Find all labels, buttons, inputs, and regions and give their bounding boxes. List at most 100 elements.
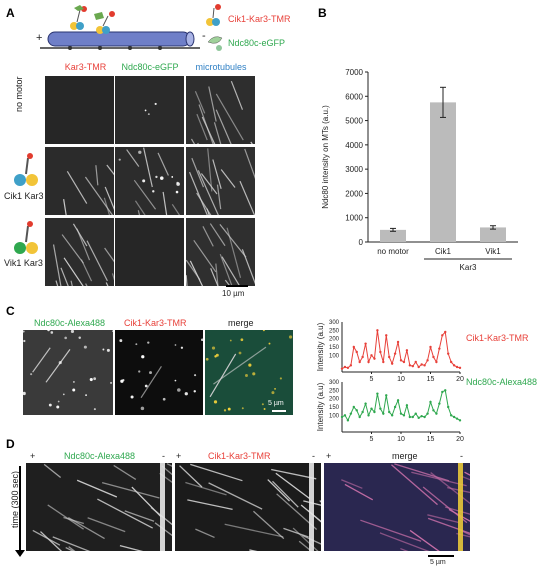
profile-point <box>340 415 344 419</box>
profile-point <box>390 362 394 365</box>
y-tick-label: 6000 <box>345 92 363 101</box>
profile-point <box>414 360 417 364</box>
panel-c-image-merge <box>205 330 293 415</box>
profile-point <box>402 360 406 364</box>
profile-y-label: Intensity (a.u) <box>316 322 325 371</box>
schematic-graphic <box>40 4 223 51</box>
profile-point <box>361 355 364 359</box>
panel-a-scale-bar <box>226 285 248 287</box>
profile-point <box>379 350 382 354</box>
profile-point <box>423 364 426 367</box>
profile-point <box>376 329 379 332</box>
profile-point <box>396 340 400 344</box>
profile-point <box>343 414 347 417</box>
time-arrow-head-icon <box>15 550 25 557</box>
panel-d-plus-2: + <box>176 451 182 461</box>
profile-x-tick-label: 5 <box>370 376 374 382</box>
profile-point <box>379 407 382 410</box>
plus-end-label: + <box>36 32 43 44</box>
legend-ndc-icon <box>207 36 223 51</box>
profile-point <box>388 410 391 414</box>
profile-point <box>411 364 414 368</box>
legend-motor-icon <box>206 4 221 26</box>
panel-b-bar-chart: 0 1000 2000 3000 4000 5000 6000 7000 Ndc80 inten… <box>321 68 518 272</box>
legend-motor-label: Cik1-Kar3-TMR <box>228 14 291 24</box>
profile-x-tick-label: 5 <box>370 436 374 442</box>
profile-point <box>458 366 462 370</box>
panel-d-plus-3: + <box>326 451 332 461</box>
profile-point <box>385 394 388 397</box>
profile-x-tick-label: 15 <box>427 436 435 442</box>
panel-a-image-r2-c1 <box>45 147 114 215</box>
motor-icon-1 <box>70 5 87 30</box>
profile-point <box>417 416 420 420</box>
category-label-1: Cik1 <box>435 247 452 256</box>
profile-point <box>346 366 350 370</box>
profile-point <box>432 409 435 412</box>
profile-point <box>441 334 444 337</box>
panel-a-image-r2-c2 <box>115 147 184 215</box>
panel-d-minus-1: - <box>162 451 165 461</box>
panel-d-kymograph-merge <box>324 463 470 551</box>
panel-letter-a: A <box>6 6 15 20</box>
profile-y-tick-label: 150 <box>329 345 340 351</box>
panel-a-column-2: Ndc80c-eGFP <box>121 62 179 72</box>
profile-point <box>367 414 370 417</box>
profile-x-tick-label: 10 <box>397 436 405 442</box>
motor-icon-2 <box>94 11 115 34</box>
profile-point <box>385 334 388 337</box>
panel-d-minus-2: - <box>312 451 315 461</box>
panel-d-column-1: Ndc80c-Alexa488 <box>64 451 136 461</box>
y-tick-label: 1000 <box>345 214 363 223</box>
category-label-0: no motor <box>377 247 409 256</box>
profile-y-label: Intensity (a.u) <box>316 382 325 431</box>
profile-point <box>373 357 376 360</box>
profile-point <box>390 414 394 417</box>
category-label-2: Vik1 <box>485 247 501 256</box>
panel-a-image-r3-c2 <box>115 218 184 286</box>
profile-y-tick-label: 250 <box>329 388 340 394</box>
profile-y-tick-label: 150 <box>329 405 340 411</box>
panel-letter-d: D <box>6 437 15 451</box>
profile-point <box>411 415 414 419</box>
profile-point <box>447 352 450 355</box>
profile-point <box>346 419 350 422</box>
profile-point <box>358 360 361 364</box>
profile-point <box>343 365 347 369</box>
panel-a-column-3: microtubules <box>195 62 247 72</box>
profile-point <box>355 409 358 412</box>
profile-point <box>349 364 353 367</box>
profile-point <box>388 355 391 359</box>
profile-point <box>408 415 412 419</box>
bar-1 <box>430 102 456 242</box>
profile-point <box>420 363 423 366</box>
profile-red-legend: Cik1-Kar3-TMR <box>466 333 529 343</box>
y-tick-label: 4000 <box>345 141 363 150</box>
panel-letter-b: B <box>318 6 327 20</box>
profile-point <box>438 347 441 350</box>
panel-c-scale-label: 5 µm <box>268 400 284 407</box>
profile-x-tick-label: 15 <box>427 376 435 382</box>
panel-a-column-1: Kar3-TMR <box>64 62 107 72</box>
profile-point <box>426 359 429 362</box>
profile-point <box>455 365 459 369</box>
profile-green-legend: Ndc80c-Alexa488 <box>466 377 538 387</box>
y-tick-label: 5000 <box>345 117 363 126</box>
profile-point <box>452 364 456 367</box>
kymograph-minus-end-band <box>458 463 463 551</box>
panel-c-image-cik1 <box>115 330 203 415</box>
panel-a-image-r2-c3 <box>186 147 255 215</box>
panel-a-image-r3-c1 <box>45 218 114 286</box>
profile-point <box>399 359 403 362</box>
profile-point <box>435 360 438 364</box>
profile-point <box>405 349 409 352</box>
panel-a-image-r1-c2 <box>115 76 184 144</box>
panel-a-row-3: Vik1 Kar3 <box>4 258 43 268</box>
profile-y-tick-label: 200 <box>329 337 340 343</box>
group-label: Kar3 <box>460 263 477 272</box>
profile-point <box>458 419 462 422</box>
profile-point <box>364 342 367 345</box>
profile-y-tick-label: 100 <box>329 413 340 419</box>
bar-2 <box>480 227 506 242</box>
